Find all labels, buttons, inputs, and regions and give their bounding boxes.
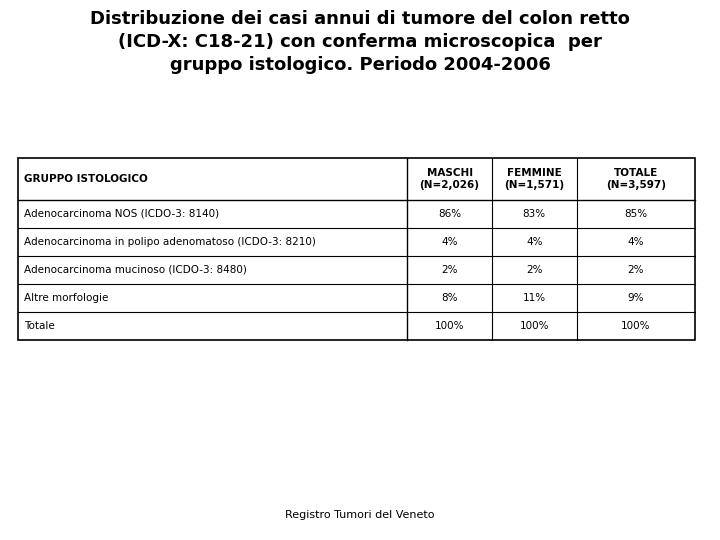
Text: 8%: 8%: [441, 293, 458, 303]
Text: TOTALE
(N=3,597): TOTALE (N=3,597): [606, 168, 666, 190]
Text: 4%: 4%: [441, 237, 458, 247]
Text: 2%: 2%: [628, 265, 644, 275]
Text: 100%: 100%: [621, 321, 650, 331]
Text: 9%: 9%: [628, 293, 644, 303]
Text: FEMMINE
(N=1,571): FEMMINE (N=1,571): [504, 168, 564, 190]
Text: Registro Tumori del Veneto: Registro Tumori del Veneto: [285, 510, 435, 520]
Text: 11%: 11%: [523, 293, 546, 303]
Text: Adenocarcinoma in polipo adenomatoso (ICDO-3: 8210): Adenocarcinoma in polipo adenomatoso (IC…: [24, 237, 316, 247]
Text: MASCHI
(N=2,026): MASCHI (N=2,026): [420, 168, 480, 190]
Text: GRUPPO ISTOLOGICO: GRUPPO ISTOLOGICO: [24, 174, 148, 184]
Text: 85%: 85%: [624, 209, 647, 219]
Text: 86%: 86%: [438, 209, 461, 219]
Bar: [18, 158, 695, 340]
Text: 100%: 100%: [435, 321, 464, 331]
Text: Totale: Totale: [24, 321, 55, 331]
Text: 83%: 83%: [523, 209, 546, 219]
Text: 100%: 100%: [519, 321, 549, 331]
Text: 4%: 4%: [628, 237, 644, 247]
Text: Adenocarcinoma mucinoso (ICDO-3: 8480): Adenocarcinoma mucinoso (ICDO-3: 8480): [24, 265, 247, 275]
Text: Distribuzione dei casi annui di tumore del colon retto
(ICD-X: C18-21) con confe: Distribuzione dei casi annui di tumore d…: [90, 10, 630, 74]
Text: Altre morfologie: Altre morfologie: [24, 293, 109, 303]
Text: 2%: 2%: [526, 265, 542, 275]
Text: 4%: 4%: [526, 237, 542, 247]
Text: Adenocarcinoma NOS (ICDO-3: 8140): Adenocarcinoma NOS (ICDO-3: 8140): [24, 209, 219, 219]
Text: 2%: 2%: [441, 265, 458, 275]
